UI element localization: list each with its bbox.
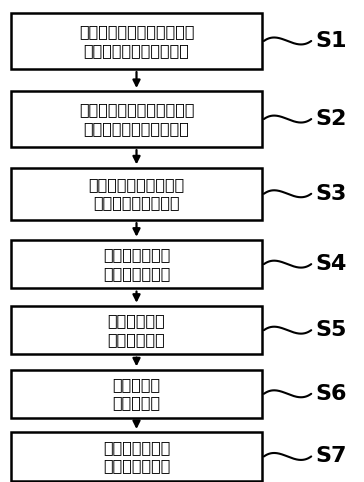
FancyBboxPatch shape: [11, 168, 262, 220]
Text: S4: S4: [316, 254, 347, 274]
FancyBboxPatch shape: [11, 306, 262, 354]
Text: S7: S7: [316, 446, 347, 467]
Text: 然后根据所述参照车型搭建
所述参照车型的采暖模型: 然后根据所述参照车型搭建 所述参照车型的采暖模型: [79, 102, 194, 136]
Text: 建立新车型
乘客舱模型: 建立新车型 乘客舱模型: [112, 377, 161, 411]
FancyBboxPatch shape: [11, 240, 262, 288]
Text: 选取参照车型，并根据所述
参照车型建立乘客舱模型: 选取参照车型，并根据所述 参照车型建立乘客舱模型: [79, 24, 194, 58]
FancyBboxPatch shape: [11, 92, 262, 147]
Text: S6: S6: [316, 384, 347, 404]
FancyBboxPatch shape: [11, 13, 262, 68]
Text: 最后预测新车型
的整车采暖效果: 最后预测新车型 的整车采暖效果: [103, 440, 170, 473]
Text: 模拟参照车型
的风道热损失: 模拟参照车型 的风道热损失: [108, 313, 165, 347]
Text: S2: S2: [316, 109, 347, 129]
Text: S3: S3: [316, 184, 347, 204]
Text: 模拟新车型加热
器芯体出风温度: 模拟新车型加热 器芯体出风温度: [103, 247, 170, 281]
FancyBboxPatch shape: [11, 370, 262, 418]
Text: S5: S5: [316, 320, 347, 340]
Text: S1: S1: [316, 31, 347, 51]
FancyBboxPatch shape: [11, 432, 262, 481]
Text: 再针对所述参照车型的
乘客舱模型进行校核: 再针对所述参照车型的 乘客舱模型进行校核: [88, 177, 185, 211]
